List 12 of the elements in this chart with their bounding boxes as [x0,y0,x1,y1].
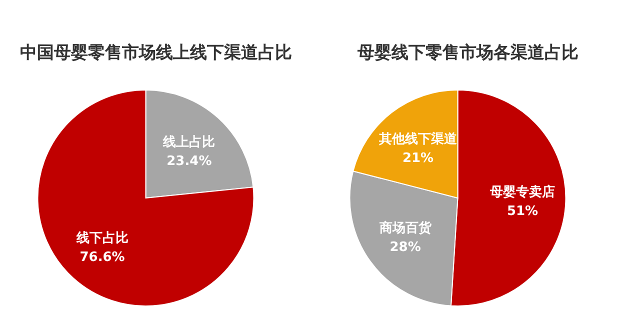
slice-label: 母婴专卖店 [488,184,555,200]
slice-label: 其他线下渠道 [378,130,458,147]
slice-label: 商场百货 [378,220,432,236]
data-label: 76.6% [80,250,125,266]
chart-title: 中国母婴零售市场线上线下渠道占比 [20,43,292,63]
data-label: 23.4% [166,154,212,169]
slice-label: 线上占比 [162,134,216,150]
slice-label: 线下占比 [75,231,128,246]
chart-title: 母婴线下零售市场各渠道占比 [356,43,578,63]
data-label: 51% [506,204,538,220]
data-label: 21% [402,150,434,166]
data-label: 28% [389,240,420,256]
